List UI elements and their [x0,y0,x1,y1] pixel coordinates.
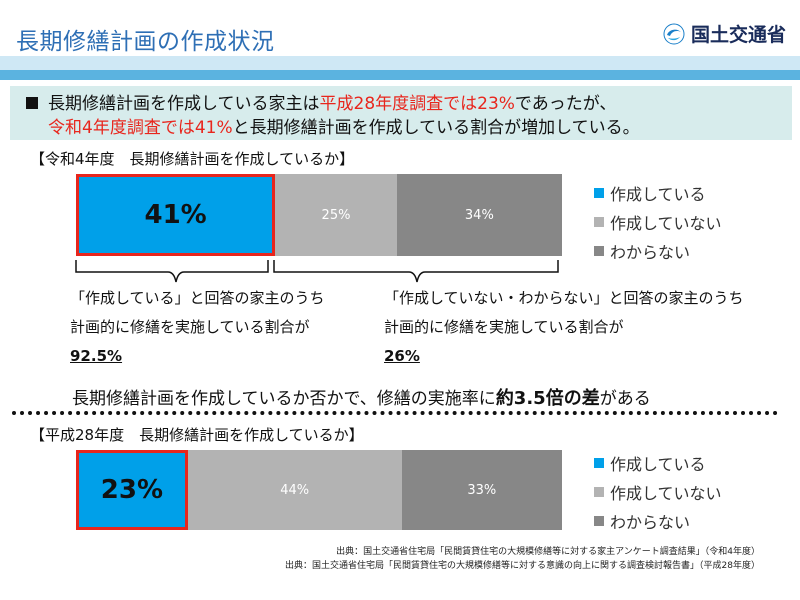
note-right: 「作成していない・わからない」と回答の家主のうち 計画的に修繕を実施している割合… [384,284,744,371]
legend-label: わからない [610,242,691,262]
conclusion-suffix: がある [599,389,651,409]
segment-not-created: 44% [187,450,402,530]
stacked-bar-r4: 41% 25% 34% [76,174,562,256]
data-label: 34% [464,207,494,223]
legend-item: 作成していない [594,207,722,236]
note-left-line2: 計画的に修繕を実施している割合が [70,318,310,336]
summary-line1-highlight: 平成28年度調査では23% [319,94,515,114]
summary-line2-suffix: と長期修繕計画を作成している割合が増加している。 [232,118,640,138]
data-label: 44% [280,482,310,498]
summary-line-1: 長期修繕計画を作成している家主は平成28年度調査では23%であったが、 [20,92,782,116]
legend-swatch [594,187,604,198]
segment-not-created: 25% [275,174,397,256]
legend-item: 作成している [594,448,722,477]
page-title: 長期修繕計画の作成状況 [16,29,275,55]
legend-label: 作成している [610,184,706,204]
stacked-bar-h28: 23% 44% 33% [76,450,562,530]
segment-created: 23% [76,450,188,530]
header-band-light [0,56,800,70]
legend-item: わからない [594,236,722,265]
legend-r4: 作成している 作成していない わからない [594,178,722,265]
legend-swatch [594,245,604,256]
note-left-percent: 92.5% [70,347,123,365]
data-label: 23% [100,475,163,505]
source-line-1: 出典：国土交通省住宅局「民間賃貸住宅の大規模修繕等に対する家主アンケート調査結果… [336,547,760,557]
legend-item: 作成している [594,178,722,207]
legend-label: 作成している [610,454,706,474]
legend-label: 作成していない [610,213,722,233]
right-bracket [273,260,559,283]
left-bracket [75,260,269,283]
data-label: 25% [321,207,351,223]
conclusion-text: 長期修繕計画を作成しているか否かで、修繕の実施率に約3.5倍の差がある [72,384,651,410]
note-right-line1: 「作成していない・わからない」と回答の家主のうち [384,289,744,307]
legend-swatch [594,457,604,468]
legend-label: わからない [610,512,691,532]
legend-swatch [594,486,604,497]
ministry-logo: 国土交通省 [663,20,786,47]
section-title-r4: 【令和4年度 長期修繕計画を作成しているか】 [30,150,355,168]
summary-line-2: 令和4年度調査では41%と長期修繕計画を作成している割合が増加している。 [20,116,782,140]
segment-unknown: 33% [401,450,562,530]
note-right-percent: 26% [384,347,420,365]
note-left-line1: 「作成している」と回答の家主のうち [70,289,325,307]
data-label: 41% [144,200,207,230]
dotted-divider [12,411,778,415]
conclusion-bold: 約3.5倍の差 [495,388,600,409]
summary-line1-suffix: であったが、 [514,94,617,114]
data-label: 33% [467,482,497,498]
segment-created: 41% [76,174,276,256]
logo-text: 国土交通省 [690,24,786,46]
legend-item: 作成していない [594,477,722,506]
legend-h28: 作成している 作成していない わからない [594,448,722,535]
bullet-square-icon [26,97,38,109]
note-left: 「作成している」と回答の家主のうち 計画的に修繕を実施している割合が 92.5% [70,284,325,371]
header-band-dark [0,70,800,80]
conclusion-prefix: 長期修繕計画を作成しているか否かで、修繕の実施率に [72,389,496,409]
legend-label: 作成していない [610,483,722,503]
legend-swatch [594,515,604,526]
bracket-group [75,260,559,283]
segment-unknown: 34% [396,174,562,256]
mlit-swirl-icon [663,23,685,44]
section-title-h28: 【平成28年度 長期修繕計画を作成しているか】 [30,426,364,444]
summary-line2-highlight: 令和4年度調査では41% [48,118,233,138]
summary-box: 長期修繕計画を作成している家主は平成28年度調査では23%であったが、 令和4年… [10,86,792,140]
legend-swatch [594,216,604,227]
summary-line1-prefix: 長期修繕計画を作成している家主は [48,94,320,114]
note-right-line2: 計画的に修繕を実施している割合が [384,318,624,336]
legend-item: わからない [594,506,722,535]
source-line-2: 出典：国土交通省住宅局「民間賃貸住宅の大規模修繕等に対する意識の向上に関する調査… [285,561,760,571]
